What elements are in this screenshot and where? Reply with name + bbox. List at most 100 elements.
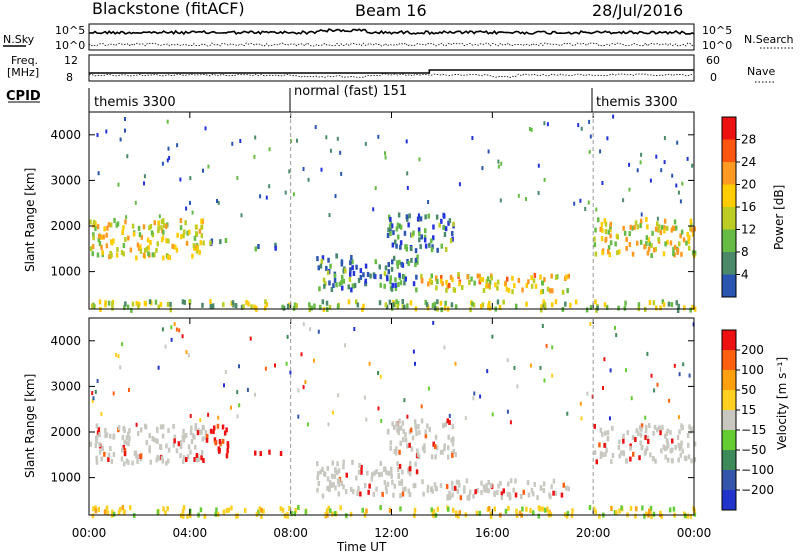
- echo-cell-0: [128, 428, 131, 434]
- scatter-cell: [614, 325, 616, 330]
- echo-cell-7: [401, 299, 404, 304]
- echo-cell-7: [670, 302, 674, 307]
- echo-cell-0: [167, 238, 170, 244]
- echo-cell-3: [322, 471, 326, 476]
- echo-cell-0: [159, 445, 163, 450]
- echo-cell-5: [494, 282, 497, 288]
- echo-cell-7: [444, 300, 447, 306]
- velocity-colorbar-tick-label: 15: [741, 403, 756, 417]
- scatter-cell: [636, 168, 639, 173]
- velocity-colorbar-swatch: [722, 410, 736, 431]
- echo-cell-6: [633, 224, 636, 230]
- scatter-cell: [304, 380, 307, 384]
- echo-cell-0: [92, 232, 95, 238]
- scatter-cell: [609, 416, 611, 421]
- echo-cell-7: [660, 513, 663, 519]
- echo-cell-7: [91, 513, 95, 519]
- echo-cell-3: [318, 286, 321, 292]
- echo-cell-7: [129, 505, 132, 511]
- echo-cell-7: [588, 505, 592, 511]
- echo-cell-7: [662, 302, 666, 308]
- echo-cell-4: [424, 228, 427, 234]
- echo-cell-0: [136, 458, 139, 464]
- echo-cell-6: [677, 457, 680, 463]
- echo-cell-6: [693, 226, 696, 232]
- echo-cell-5: [435, 486, 438, 492]
- echo-cell-7: [488, 305, 492, 311]
- echo-cell-3: [408, 492, 412, 498]
- echo-cell-6: [675, 225, 678, 231]
- scatter-cell: [473, 391, 476, 396]
- echo-cell-6: [606, 436, 610, 442]
- echo-cell-3: [381, 491, 384, 497]
- echo-cell-5: [451, 485, 454, 491]
- echo-cell-3: [375, 469, 378, 475]
- echo-cell-2: [274, 242, 277, 248]
- scatter-cell: [675, 183, 678, 188]
- echo-cell-3: [399, 280, 403, 286]
- echo-cell-3: [400, 261, 403, 267]
- echo-cell-7: [615, 510, 618, 515]
- echo-cell-6: [650, 253, 653, 259]
- echo-cell-7: [689, 513, 693, 519]
- cpid-segment-3: themis 3300: [596, 95, 678, 110]
- echo-cell-4: [424, 214, 427, 220]
- echo-cell-6: [609, 233, 612, 239]
- echo-cell-7: [566, 513, 569, 519]
- echo-cell-6: [666, 457, 670, 463]
- echo-cell-1: [209, 428, 213, 434]
- echo-cell-0: [123, 448, 127, 454]
- echo-cell-7: [487, 506, 491, 511]
- power-colorbar-tick-label: 12: [741, 223, 756, 237]
- echo-cell-7: [199, 507, 203, 513]
- echo-cell-6: [666, 428, 669, 434]
- echo-cell-7: [329, 508, 332, 514]
- echo-cell-7: [659, 510, 662, 516]
- echo-cell-5: [480, 480, 483, 486]
- scatter-cell: [646, 351, 649, 356]
- echo-cell-0: [161, 458, 165, 464]
- scatter-cell: [609, 368, 612, 373]
- scatter-cell: [528, 127, 531, 131]
- echo-cell-4: [449, 238, 453, 244]
- echo-cell-0: [105, 243, 109, 249]
- echo-cell-5: [533, 482, 536, 487]
- echo-cell-6: [593, 236, 596, 242]
- echo-cell-4: [409, 427, 413, 433]
- echo-cell-6: [663, 225, 666, 231]
- nave-label: Nave: [747, 65, 775, 78]
- scatter-cell: [327, 422, 330, 427]
- scatter-cell: [268, 147, 271, 152]
- echo-cell-0: [148, 433, 151, 439]
- echo-cell-6: [672, 225, 676, 231]
- scatter-cell: [586, 391, 589, 396]
- echo-cell-5: [520, 494, 523, 499]
- echo-cell-7: [676, 308, 680, 313]
- scatter-cell: [497, 159, 500, 164]
- noise-tick-right-bottom: 10^0: [702, 39, 732, 52]
- scatter-cell: [253, 154, 256, 159]
- echo-cell-6: [599, 226, 602, 232]
- echo-cell-5: [541, 280, 544, 286]
- echo-cell-3: [398, 272, 401, 278]
- scatter-cell: [353, 327, 356, 331]
- echo-cell-5: [458, 281, 461, 287]
- echo-cell-3: [404, 486, 407, 492]
- echo-cell-0: [204, 430, 208, 436]
- echo-cell-5: [470, 276, 473, 282]
- echo-cell-7: [148, 299, 152, 305]
- scatter-cell: [541, 324, 544, 328]
- scatter-cell: [128, 388, 130, 392]
- echo-cell-5: [505, 286, 508, 292]
- echo-cell-6: [634, 437, 637, 442]
- scatter-cell: [236, 175, 239, 180]
- echo-cell-5: [451, 492, 454, 498]
- echo-cell-3: [359, 491, 362, 497]
- echo-cell-7: [549, 511, 553, 517]
- echo-cell-6: [681, 448, 684, 454]
- echo-cell-0: [104, 428, 107, 433]
- echo-cell-0: [198, 228, 202, 234]
- echo-cell-6: [678, 241, 681, 247]
- echo-cell-3: [384, 467, 387, 473]
- echo-cell-6: [628, 242, 632, 247]
